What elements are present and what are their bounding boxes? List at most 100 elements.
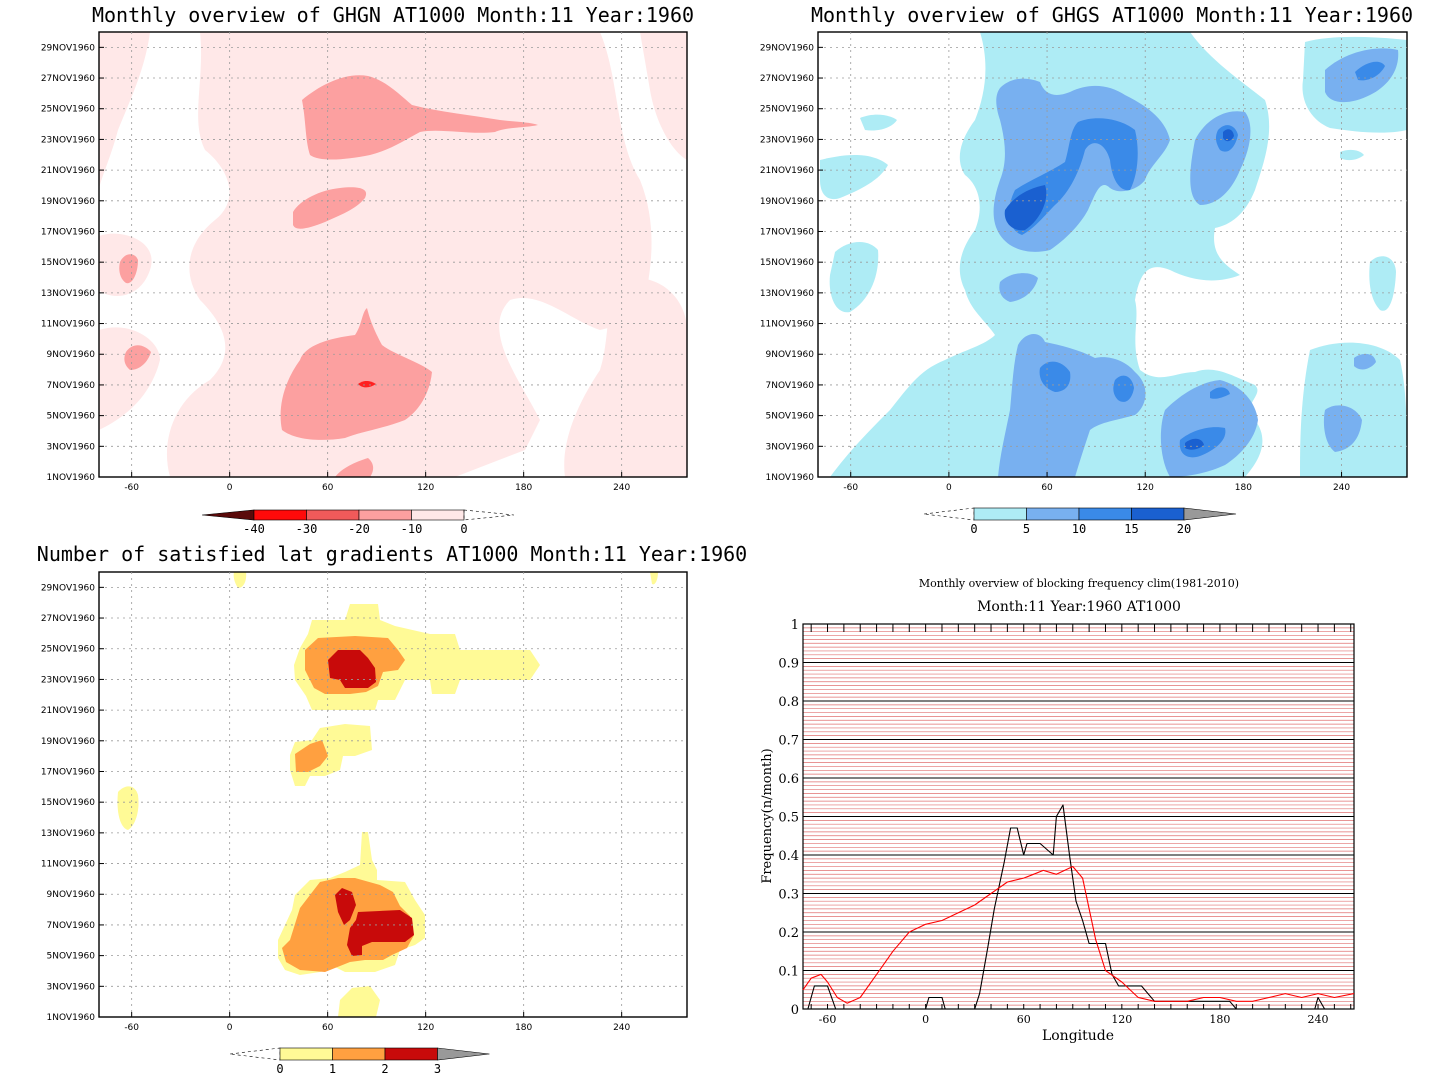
blocking-y-tick-label: 0.8 [778,695,799,710]
ghgn-medium-left-2 [124,345,151,370]
ghgs-x-tick-labels: -60 0 60 120 180 240 [843,483,1350,493]
ghgs-extreme-bottom [1185,438,1204,450]
ghgs-y-tick-labels: 1NOV1960 3NOV1960 5NOV1960 7NOV1960 9NOV1960… [760,43,814,483]
ghgs-colorbar-label: 20 [1177,522,1191,536]
ghgs-extreme-right [1223,129,1234,142]
ghgn-colorbar-high-triangle [463,509,515,521]
ghgs-gridlines [818,32,1407,478]
ghgs-colorbar: 0 5 10 15 20 [923,507,1237,536]
lat-gradients-colorbar-label: 1 [329,1062,336,1076]
ghgn-x-tick-label: 60 [322,483,334,493]
ghgs-medium-right-2 [1323,405,1362,452]
ghgn-y-tick-label: 1NOV1960 [47,473,96,483]
ghgn-colorbar-label: 0 [460,522,467,536]
ghgn-gridlines [99,32,687,478]
ghgn-y-tick-label: 29NOV1960 [41,43,95,53]
blocking-y-tick-label: 0.7 [778,734,799,749]
ghgs-y-tick-label: 25NOV1960 [760,105,814,115]
ghgs-colorbar-label: 5 [1023,522,1030,536]
ghgn-y-tick-label: 13NOV1960 [41,289,95,299]
blocking-y-tick-label: 0.3 [778,888,799,903]
ghgn-y-tick-label: 21NOV1960 [41,166,95,176]
ghgs-colorbar-label: 0 [970,522,977,536]
ghgs-y-tick-label: 9NOV1960 [766,350,815,360]
ghgs-colorbar-segment [973,507,1027,521]
ghgn-y-tick-label: 11NOV1960 [41,320,95,330]
ghgn-colorbar-label: -10 [401,522,423,536]
blocking-y-tick-label: 0.6 [778,772,799,787]
lat-gradients-y-tick-label: 19NOV1960 [41,737,95,747]
lat-gradients-colorbar-label: 0 [276,1062,283,1076]
ghgs-x-tick-label: 240 [1333,483,1350,493]
ghgn-medium-lower [280,308,432,440]
ghgn-contours [99,32,687,477]
ghgn-x-tick-labels: -60 0 60 120 180 240 [124,483,630,493]
ghgn-y-tick-labels: 1NOV1960 3NOV1960 5NOV1960 7NOV1960 9NOV1960… [41,43,95,483]
lat-gradients-gridlines [99,572,687,1018]
ghgn-x-tick-label: 240 [613,483,630,493]
ghgn-y-tick-label: 3NOV1960 [47,442,96,452]
ghgs-y-tick-label: 3NOV1960 [766,442,815,452]
ghgs-medium-lower [998,334,1146,477]
ghgs-strong-right-2 [1355,61,1385,81]
ghgs-y-tick-label: 27NOV1960 [760,74,814,84]
blocking-y-tick-label: 0 [791,1003,799,1018]
blocking-x-tick-labels: -60 0 60 120 180 240 [819,1013,1329,1026]
ghgs-x-tick-label: 120 [1137,483,1154,493]
blocking-x-tick-label: 240 [1308,1013,1329,1026]
lat-gradients-y-tick-label: 1NOV1960 [47,1013,96,1023]
ghgs-medium-right-3 [1354,353,1376,370]
blocking-x-tick-label: 60 [1017,1013,1031,1026]
lat-gradients-colorbar-label: 3 [434,1062,441,1076]
ghgn-light-band-4 [564,278,687,477]
lat-gradients-y-tick-label: 27NOV1960 [41,614,95,624]
panel-ghgn: Monthly overview of GHGN AT1000 Month:11… [41,3,694,536]
lat-gradients-y-tick-label: 15NOV1960 [41,798,95,808]
ghgn-colorbar-low-triangle [201,509,255,521]
lat-grad-yellow-top [233,572,247,588]
ghgn-colorbar-label: -20 [348,522,370,536]
ghgn-y-tick-label: 15NOV1960 [41,258,95,268]
ghgn-colorbar-segment [253,509,307,521]
blocking-y-tick-labels: 0 0.1 0.2 0.3 0.4 0.5 0.6 0.7 0.8 0.9 1 [778,618,799,1018]
ghgs-colorbar-label: 10 [1072,522,1086,536]
lat-gradients-y-tick-label: 3NOV1960 [47,982,96,992]
ghgn-strong-core [358,381,376,388]
blocking-y-tick-label: 0.5 [778,811,799,826]
blocking-title: Monthly overview of blocking frequency c… [919,577,1239,590]
lat-gradients-x-tick-label: 180 [515,1023,532,1033]
blocking-y-tick-label: 0.9 [778,657,799,672]
blocking-x-axis-label: Longitude [1042,1028,1114,1044]
lat-gradients-y-tick-label: 25NOV1960 [41,645,95,655]
ghgn-medium-mid [293,187,367,229]
ghgs-light-right-2 [1369,256,1396,311]
ghgn-colorbar-label: -40 [243,522,265,536]
ghgs-colorbar-high-triangle [1183,507,1237,521]
ghgs-x-tick-label: -60 [843,483,858,493]
ghgn-medium-upper [302,75,538,160]
lat-gradients-y-tick-label: 9NOV1960 [47,890,96,900]
panel-ghgs: Monthly overview of GHGS AT1000 Month:11… [760,3,1413,536]
lat-gradients-y-tick-label: 11NOV1960 [41,860,95,870]
ghgs-colorbar-segment [1078,507,1132,521]
lat-gradients-title: Number of satisfied lat gradients AT1000… [37,542,747,566]
ghgn-x-tick-label: 180 [515,483,532,493]
lat-gradients-y-tick-label: 13NOV1960 [41,829,95,839]
lat-gradients-contours [99,572,687,1017]
blocking-y-tick-label: 0.2 [778,926,799,941]
ghgn-x-tick-label: 0 [227,483,233,493]
ghgs-y-tick-label: 11NOV1960 [760,320,814,330]
lat-grad-red-lower-right [347,910,414,956]
ghgs-y-tick-label: 29NOV1960 [760,43,814,53]
ghgs-plot-frame [817,31,1408,478]
ghgs-strong-bottom-2 [1210,387,1230,399]
lat-gradients-y-tick-labels: 1NOV1960 3NOV1960 5NOV1960 7NOV1960 9NOV1960… [41,583,95,1023]
blocking-y-tick-label: 0.1 [778,965,799,980]
lat-grad-orange-mid [295,740,328,772]
ghgs-y-tick-label: 1NOV1960 [766,473,815,483]
ghgn-colorbar-label: -30 [296,522,318,536]
lat-gradients-y-tick-label: 21NOV1960 [41,706,95,716]
blocking-x-tick-label: 180 [1209,1013,1230,1026]
ghgn-x-tick-label: 120 [417,483,434,493]
